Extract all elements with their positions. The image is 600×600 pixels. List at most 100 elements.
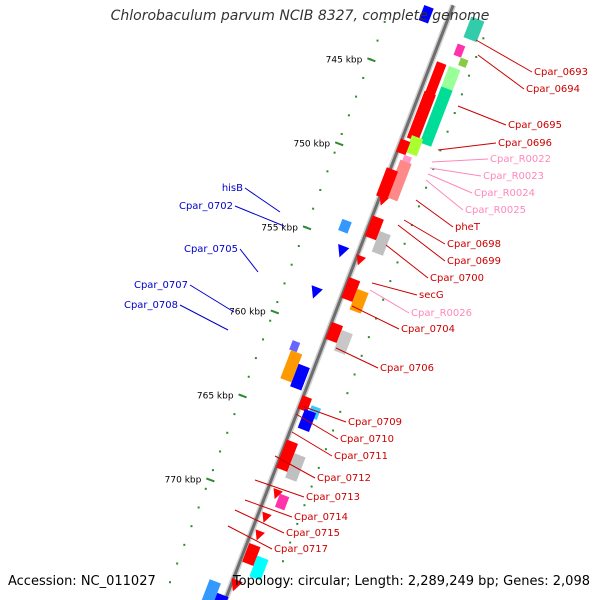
accession-text: Accession: NC_011027 <box>8 574 156 589</box>
label-leader-line <box>427 173 473 194</box>
backbone-line <box>223 4 455 600</box>
tick-dot <box>362 76 365 79</box>
gene-label: Cpar_0699 <box>447 256 501 267</box>
cds-block <box>396 138 411 156</box>
scale-label: 755 kbp <box>261 223 298 233</box>
label-leader-line <box>371 282 418 296</box>
gene-label: Cpar_R0026 <box>411 308 472 319</box>
tick-dot <box>269 319 272 322</box>
feature-block <box>371 230 391 256</box>
tick-dot <box>425 186 428 189</box>
label-leader-line <box>254 479 305 498</box>
gene-label: Cpar_R0022 <box>490 154 551 165</box>
tick-dot <box>432 168 435 171</box>
tick-dot <box>310 485 313 488</box>
tick-dot <box>219 450 222 453</box>
tick-dot <box>281 560 284 563</box>
tick-dot <box>190 525 193 528</box>
feature-block <box>386 159 412 202</box>
gene-label: Cpar_0694 <box>526 84 580 95</box>
feature-block <box>289 340 301 353</box>
tick-dot <box>333 151 336 154</box>
label-leader-line <box>437 142 497 151</box>
tick-dot <box>360 354 363 357</box>
gene-label: Cpar_0706 <box>380 363 434 374</box>
gene-label: Cpar_0702 <box>179 201 233 212</box>
tick-dot <box>439 149 442 152</box>
cds-arrow <box>379 194 389 206</box>
gene-label: pheT <box>455 222 481 233</box>
tick-dot <box>403 242 406 245</box>
tick-dot <box>340 132 343 135</box>
gene-label: secG <box>419 290 444 301</box>
tick-dot <box>346 392 349 395</box>
major-tick <box>367 57 376 63</box>
gene-label: Cpar_0704 <box>401 324 455 335</box>
cds-arrow <box>338 243 350 258</box>
cds-block <box>242 542 261 566</box>
tick-dot <box>226 431 229 434</box>
label-leader-line <box>234 509 285 534</box>
tick-dot <box>332 429 335 432</box>
gene-label: Cpar_0710 <box>340 434 394 445</box>
tick-dot <box>324 448 327 451</box>
gene-label: Cpar_0693 <box>534 67 588 78</box>
label-leader-line <box>457 105 507 126</box>
tick-dot <box>339 410 342 413</box>
map-title: Chlorobaculum parvum NCIB 8327, complete… <box>110 8 490 24</box>
feature-block <box>405 135 424 157</box>
label-leader-line <box>415 199 454 228</box>
gene-label: Cpar_R0024 <box>474 188 535 199</box>
label-leader-line <box>244 499 293 518</box>
label-leader-line <box>244 187 281 213</box>
tick-dot <box>353 373 356 376</box>
cds-arrow <box>262 511 272 523</box>
cds-block <box>418 5 434 24</box>
cds-arrow <box>273 488 283 500</box>
tick-dot <box>183 543 186 546</box>
tick-dot <box>274 578 277 581</box>
label-leader-line <box>227 525 273 550</box>
tick-dot <box>376 39 379 42</box>
feature-block <box>249 555 269 581</box>
tick-dot <box>283 282 286 285</box>
feature-block <box>458 57 469 68</box>
scale-label: 745 kbp <box>326 55 363 65</box>
tick-dot <box>475 55 478 58</box>
label-leader-line <box>475 39 533 73</box>
tick-dot <box>482 37 485 40</box>
gene-label: Cpar_0712 <box>317 473 371 484</box>
gene-label: Cpar_0707 <box>134 280 188 291</box>
gene-label: Cpar_0700 <box>430 273 484 284</box>
gene-label: Cpar_0695 <box>508 120 562 131</box>
major-tick <box>270 309 280 315</box>
cds-arrow <box>231 577 243 592</box>
gene-label: Cpar_0715 <box>286 528 340 539</box>
label-leader-line <box>397 224 446 262</box>
gene-label: Cpar_0698 <box>447 239 501 250</box>
tick-dot <box>326 170 329 173</box>
cds-block <box>290 363 310 391</box>
tick-dot <box>297 245 300 248</box>
tick-dot <box>383 20 386 23</box>
gene-label: Cpar_0708 <box>124 300 178 311</box>
tick-dot <box>296 522 299 525</box>
tick-dot <box>446 130 449 133</box>
gene-label: Cpar_0711 <box>334 451 388 462</box>
tick-dot <box>367 336 370 339</box>
label-leader-line <box>403 219 446 245</box>
tick-dot <box>197 506 200 509</box>
tick-dot <box>417 205 420 208</box>
tick-dot <box>262 338 265 341</box>
tick-dot <box>204 487 207 490</box>
feature-block <box>201 579 221 600</box>
tick-dot <box>375 317 378 320</box>
tick-dot <box>355 95 358 98</box>
tick-dot <box>319 189 322 192</box>
cds-block <box>325 321 344 343</box>
gene-label: Cpar_R0023 <box>483 171 544 182</box>
cds-block <box>276 439 298 472</box>
label-leader-line <box>295 413 339 440</box>
